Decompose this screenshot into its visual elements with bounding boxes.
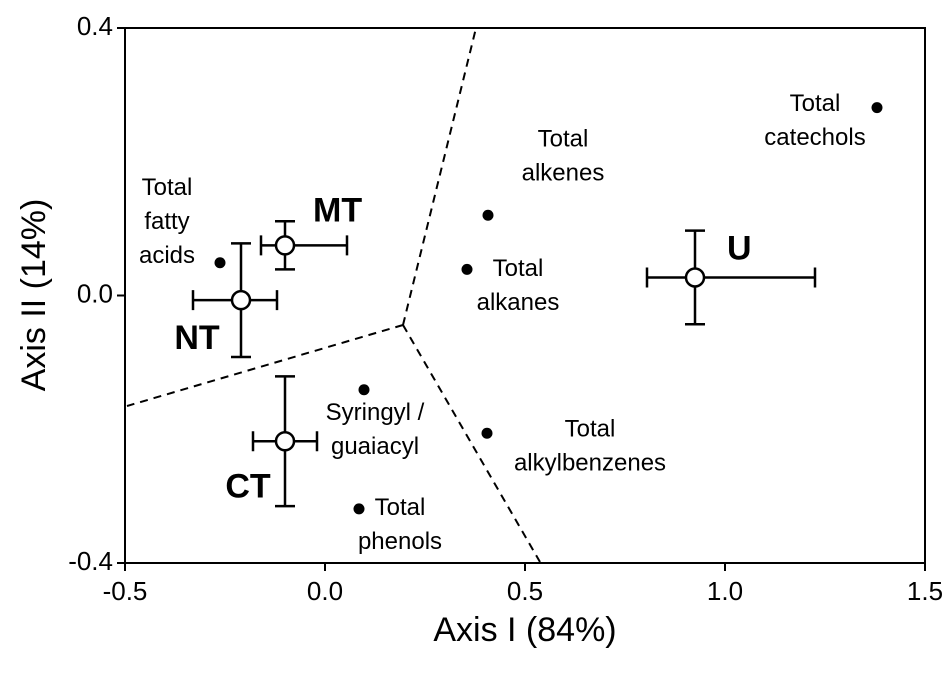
x-tick-label: 1.0 (707, 576, 743, 606)
point-label: alkylbenzenes (514, 450, 666, 477)
y-tick-label: 0.4 (77, 11, 113, 41)
y-tick-label: 0.0 (77, 278, 113, 308)
point-label: Total (538, 126, 589, 153)
boundary-line (402, 324, 541, 563)
boundary-line (126, 324, 404, 407)
point-label: alkanes (477, 289, 560, 316)
x-error-bar (645, 267, 817, 288)
point (274, 235, 296, 256)
point (358, 384, 370, 396)
x-error-bar (259, 235, 349, 256)
point-label: U (727, 229, 752, 267)
point (353, 503, 365, 515)
point-label: CT (225, 467, 271, 505)
point (482, 209, 494, 221)
y-tick-label: -0.4 (68, 546, 113, 576)
x-tick-label: 0.0 (307, 576, 343, 606)
point-label: fatty (144, 208, 189, 235)
point-label: Total (493, 255, 544, 282)
x-tick-label: 1.5 (907, 576, 943, 606)
point (481, 427, 493, 439)
point-label: guaiacyl (331, 433, 419, 460)
point (214, 257, 226, 269)
x-tick-label: -0.5 (103, 576, 148, 606)
point-label: Total (375, 494, 426, 521)
point (461, 263, 473, 275)
point-label: Total (790, 90, 841, 117)
point-label: Syringyl / (326, 399, 425, 426)
point-label: Total (142, 174, 193, 201)
point (230, 289, 252, 311)
point-label: acids (139, 242, 195, 269)
boundary-line (402, 27, 477, 326)
point-label: MT (313, 191, 362, 229)
x-axis-label: Axis I (84%) (433, 611, 616, 649)
point-label: phenols (358, 528, 442, 555)
point (274, 431, 296, 452)
point-label: NT (174, 319, 220, 357)
point-label: catechols (764, 124, 865, 151)
y-axis-label: Axis II (14%) (15, 199, 53, 392)
boundaries (126, 27, 541, 563)
point-label: Total (565, 416, 616, 443)
point (684, 267, 706, 288)
point (871, 102, 883, 114)
point-label: alkenes (522, 160, 605, 187)
x-tick-label: 0.5 (507, 576, 543, 606)
